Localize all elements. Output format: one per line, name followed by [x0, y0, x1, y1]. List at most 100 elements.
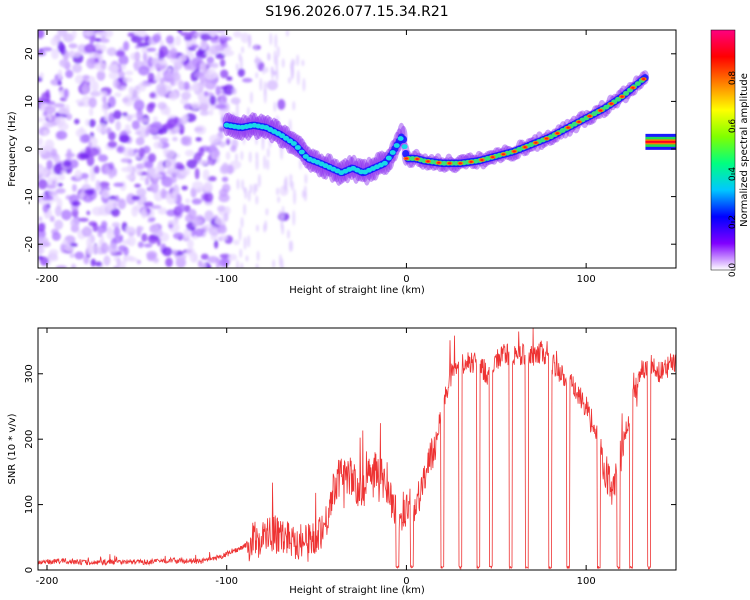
track-hotspot-core — [491, 156, 495, 159]
noise-blob — [83, 30, 95, 37]
noise-streak — [257, 173, 261, 188]
noise-blob — [113, 182, 125, 188]
noise-blob — [199, 40, 208, 50]
noise-blob — [233, 31, 242, 38]
noise-streak — [296, 69, 300, 86]
noise-streak — [278, 210, 282, 220]
noise-streak — [264, 220, 268, 231]
noise-blob — [139, 130, 146, 140]
noise-streak — [270, 66, 274, 74]
noise-blob — [214, 30, 226, 34]
noise-streak — [254, 43, 258, 52]
noise-blob — [152, 135, 161, 140]
noise-blob — [88, 119, 96, 128]
noise-blob — [43, 129, 48, 137]
noise-blob — [157, 207, 168, 215]
noise-blob — [51, 231, 61, 241]
noise-streak — [276, 46, 280, 58]
noise-blob — [141, 82, 152, 87]
noise-blob — [135, 137, 145, 146]
noise-streak — [247, 234, 251, 248]
noise-blob — [230, 97, 241, 105]
noise-streak — [238, 227, 242, 241]
noise-blob — [83, 225, 89, 235]
noise-blob — [71, 263, 77, 268]
noise-streak — [241, 46, 245, 54]
track-hotspot-core — [609, 102, 613, 105]
noise-streak — [290, 240, 294, 252]
track-hotspot-core — [566, 126, 570, 129]
noise-streak — [280, 258, 284, 268]
noise-blob — [103, 255, 111, 266]
noise-blob — [163, 182, 173, 188]
noise-blob — [116, 258, 121, 267]
noise-blob — [41, 195, 54, 201]
snr-y-ticks: 0 100 200 300 — [24, 364, 676, 573]
noise-blob — [66, 148, 72, 157]
noise-blob — [214, 239, 219, 249]
noise-blob — [125, 226, 134, 233]
snr-x-axis-label: Height of straight line (km) — [289, 585, 425, 596]
noise-blob — [218, 126, 226, 133]
noise-blob — [197, 259, 203, 268]
noise-blob — [127, 236, 136, 247]
noise-blob — [46, 159, 53, 170]
noise-blob — [129, 52, 141, 61]
noise-blob — [102, 96, 107, 104]
noise-blob — [74, 251, 85, 260]
noise-streak — [265, 66, 269, 73]
track-core — [283, 135, 290, 141]
noise-blob — [74, 74, 84, 84]
noise-blob — [200, 33, 211, 41]
noise-blob — [140, 208, 148, 219]
noise-blob — [69, 252, 75, 259]
noise-blob — [123, 246, 129, 256]
colorbar-label: Normalized spectral amplitude — [739, 73, 750, 227]
track-core — [294, 145, 301, 150]
noise-blob — [65, 69, 74, 79]
noise-streak — [277, 196, 281, 203]
noise-blob — [138, 65, 150, 76]
noise-blob — [48, 249, 59, 256]
noise-blob — [158, 58, 167, 66]
noise-streak — [255, 156, 259, 171]
noise-streak — [273, 101, 277, 112]
noise-blob — [181, 91, 192, 100]
noise-streak — [292, 101, 296, 111]
noise-blob — [113, 110, 122, 120]
noise-blob — [118, 86, 125, 91]
track-hotspot-core — [598, 109, 603, 112]
track-hotspot-core — [437, 161, 441, 164]
noise-blob — [38, 223, 46, 232]
noise-streak — [249, 183, 253, 194]
noise-blob — [172, 136, 178, 142]
noise-blob — [175, 35, 181, 46]
noise-streak — [240, 216, 244, 229]
noise-blob — [130, 35, 143, 43]
noise-streak — [266, 147, 270, 158]
noise-blob — [38, 179, 48, 190]
noise-blob — [215, 85, 221, 96]
noise-streak — [243, 236, 247, 250]
noise-blob — [221, 36, 232, 41]
noise-blob — [190, 44, 199, 49]
noise-blob — [150, 204, 162, 210]
noise-blob — [89, 90, 101, 97]
noise-blob — [139, 176, 146, 181]
noise-blob — [55, 265, 68, 268]
noise-streak — [240, 262, 244, 268]
noise-blob — [57, 30, 68, 37]
noise-blob — [50, 148, 58, 157]
noise-blob — [54, 205, 62, 217]
noise-blob — [108, 71, 118, 80]
noise-blob — [183, 81, 190, 91]
noise-blob — [157, 228, 163, 237]
noise-blob — [112, 236, 124, 244]
noise-blob — [123, 255, 128, 264]
noise-blob — [112, 78, 120, 89]
noise-blob — [126, 114, 133, 122]
noise-blob — [152, 116, 158, 122]
track-hotspot-core — [534, 141, 538, 144]
noise-blob — [217, 205, 226, 213]
